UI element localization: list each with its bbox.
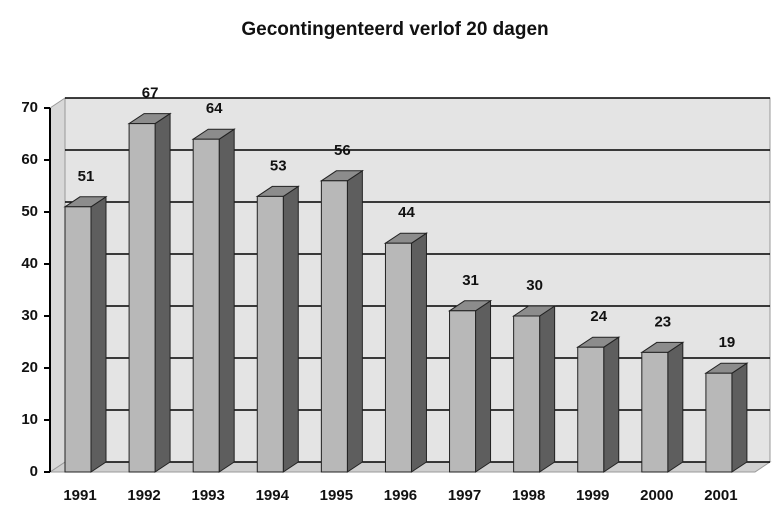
bar-side xyxy=(90,195,107,473)
bar-side xyxy=(410,232,427,473)
bar-side xyxy=(475,299,492,473)
x-tick-label: 1995 xyxy=(320,487,353,504)
value-label: 19 xyxy=(719,334,736,351)
bar xyxy=(513,315,541,473)
bar xyxy=(384,242,412,473)
value-label: 31 xyxy=(462,272,479,289)
x-tick-label: 1992 xyxy=(127,487,160,504)
y-tick-label: 70 xyxy=(21,99,38,116)
bar xyxy=(256,195,284,473)
side-wall xyxy=(49,97,66,473)
bar xyxy=(577,346,605,473)
x-tick-label: 1994 xyxy=(256,487,290,504)
bar-side xyxy=(603,336,620,473)
value-label: 56 xyxy=(334,142,351,159)
x-tick-label: 1991 xyxy=(63,487,96,504)
x-tick-label: 1993 xyxy=(191,487,224,504)
x-tick-label: 1996 xyxy=(384,487,417,504)
value-label: 44 xyxy=(398,204,415,221)
y-tick-label: 0 xyxy=(30,463,38,480)
y-tick-label: 40 xyxy=(21,255,38,272)
bar-side xyxy=(667,341,684,473)
bar xyxy=(128,123,156,473)
bar-side xyxy=(731,362,748,473)
bar-side xyxy=(539,305,556,473)
bar xyxy=(641,351,669,473)
y-tick-label: 50 xyxy=(21,203,38,220)
x-tick-label: 2001 xyxy=(704,487,737,504)
value-label: 67 xyxy=(142,85,159,102)
value-label: 64 xyxy=(206,100,223,117)
x-tick-label: 1998 xyxy=(512,487,545,504)
bar-side xyxy=(218,128,235,473)
y-tick-label: 10 xyxy=(21,411,38,428)
x-tick-label: 1999 xyxy=(576,487,609,504)
value-label: 30 xyxy=(526,277,543,294)
y-tick-label: 30 xyxy=(21,307,38,324)
bar-side xyxy=(154,112,171,473)
y-tick-label: 60 xyxy=(21,151,38,168)
bar xyxy=(64,206,92,473)
bar xyxy=(192,138,220,473)
bar-side xyxy=(282,185,299,473)
value-label: 51 xyxy=(78,168,95,185)
y-tick-label: 20 xyxy=(21,359,38,376)
bar xyxy=(320,180,348,473)
bar-side xyxy=(346,169,363,473)
bar xyxy=(705,372,733,473)
bar xyxy=(449,310,477,473)
x-tick-label: 1997 xyxy=(448,487,481,504)
value-label: 53 xyxy=(270,157,287,174)
x-tick-label: 2000 xyxy=(640,487,673,504)
chart-title: Gecontingenteerd verlof 20 dagen xyxy=(241,19,548,40)
value-label: 23 xyxy=(654,313,671,330)
value-label: 24 xyxy=(590,308,607,325)
